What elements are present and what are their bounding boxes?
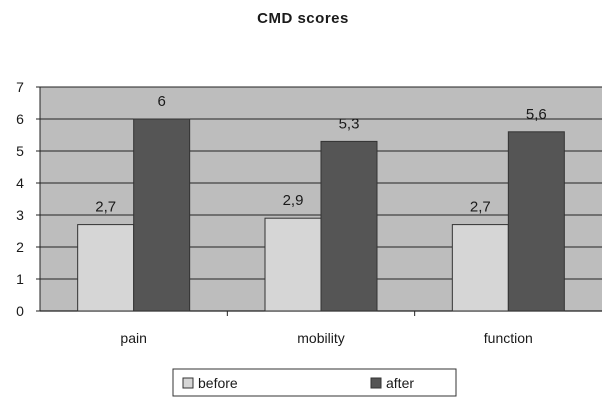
bar-before-mobility[interactable] [264,217,322,312]
x-tick-label: pain [120,330,146,346]
data-label: 2,7 [95,199,116,216]
x-tick-label: mobility [297,330,344,346]
bar-after-mobility[interactable] [320,140,378,312]
data-label: 6 [157,93,165,110]
y-tick-label: 6 [16,111,24,127]
legend-label-before: before [198,375,238,391]
x-tick-label: function [484,330,533,346]
y-tick-label: 0 [16,303,24,319]
legend-swatch-after [370,377,382,389]
data-label: 2,7 [470,199,491,216]
chart-title: CMD scores [257,10,349,27]
data-label: 5,3 [339,115,360,132]
data-label: 2,9 [283,192,304,209]
legend-swatch-before [182,377,194,389]
y-tick-label: 1 [16,271,24,287]
y-tick-label: 2 [16,239,24,255]
bar-after-pain[interactable] [133,118,191,312]
y-tick-label: 4 [16,175,24,191]
bar-before-pain[interactable] [77,224,135,312]
bar-after-function[interactable] [507,131,565,312]
legend-label-after: after [386,375,414,391]
legend-box [172,368,457,397]
y-tick-label: 5 [16,143,24,159]
bar-before-function[interactable] [451,224,509,312]
data-label: 5,6 [526,106,547,123]
y-tick-label: 7 [16,79,24,95]
y-tick-label: 3 [16,207,24,223]
